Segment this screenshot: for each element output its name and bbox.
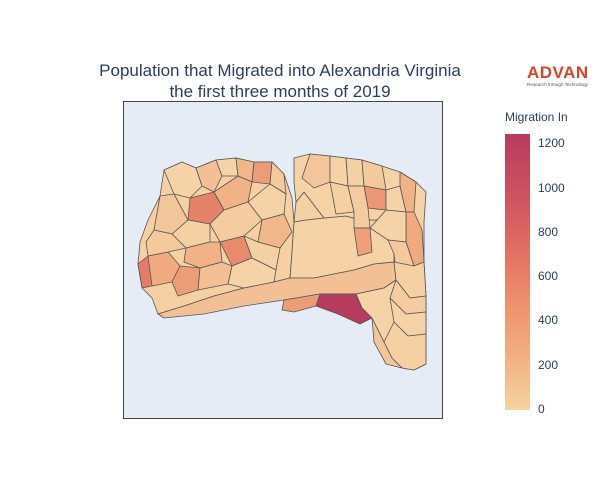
region-w8 (213, 175, 253, 211)
region-e11 (369, 209, 407, 243)
region-w22 (145, 229, 187, 257)
region-e17 (371, 317, 403, 369)
region-w13 (257, 213, 293, 249)
colorbar-tick-0: 0 (538, 402, 545, 416)
colorbar-tick-1000: 1000 (538, 181, 565, 195)
title-line-2: the first three months of 2019 (169, 82, 391, 101)
region-w5 (251, 161, 273, 185)
region-e19 (315, 293, 373, 325)
region-e20 (281, 293, 321, 313)
advan-logo: ADVAN Research through Technology (527, 64, 597, 94)
colorbar-tick-1200: 1200 (538, 136, 565, 150)
colorbar-tick-200: 200 (538, 358, 559, 372)
colorbar-tick-400: 400 (538, 313, 559, 327)
choropleth-map (137, 153, 427, 371)
region-w19 (171, 265, 201, 297)
region-e2 (329, 155, 349, 187)
colorbar-title: Migration In (505, 110, 568, 124)
logo-tagline: Research through Technology (527, 82, 588, 87)
map-area[interactable] (123, 101, 443, 419)
colorbar-tick-800: 800 (538, 225, 559, 239)
logo-word: ADVAN (527, 63, 589, 82)
region-e3 (345, 157, 365, 187)
region-m3 (157, 261, 397, 319)
region-w18 (137, 255, 153, 289)
chart-title: Population that Migrated into Alexandria… (40, 60, 520, 102)
colorbar-tick-600: 600 (538, 269, 559, 283)
colorbar-gradient (505, 134, 530, 410)
title-line-1: Population that Migrated into Alexandria… (99, 61, 461, 80)
region-e4 (361, 159, 387, 191)
region-e18 (353, 227, 373, 257)
region-w2 (195, 159, 223, 193)
region-w15 (243, 235, 281, 271)
region-e1 (301, 153, 331, 189)
